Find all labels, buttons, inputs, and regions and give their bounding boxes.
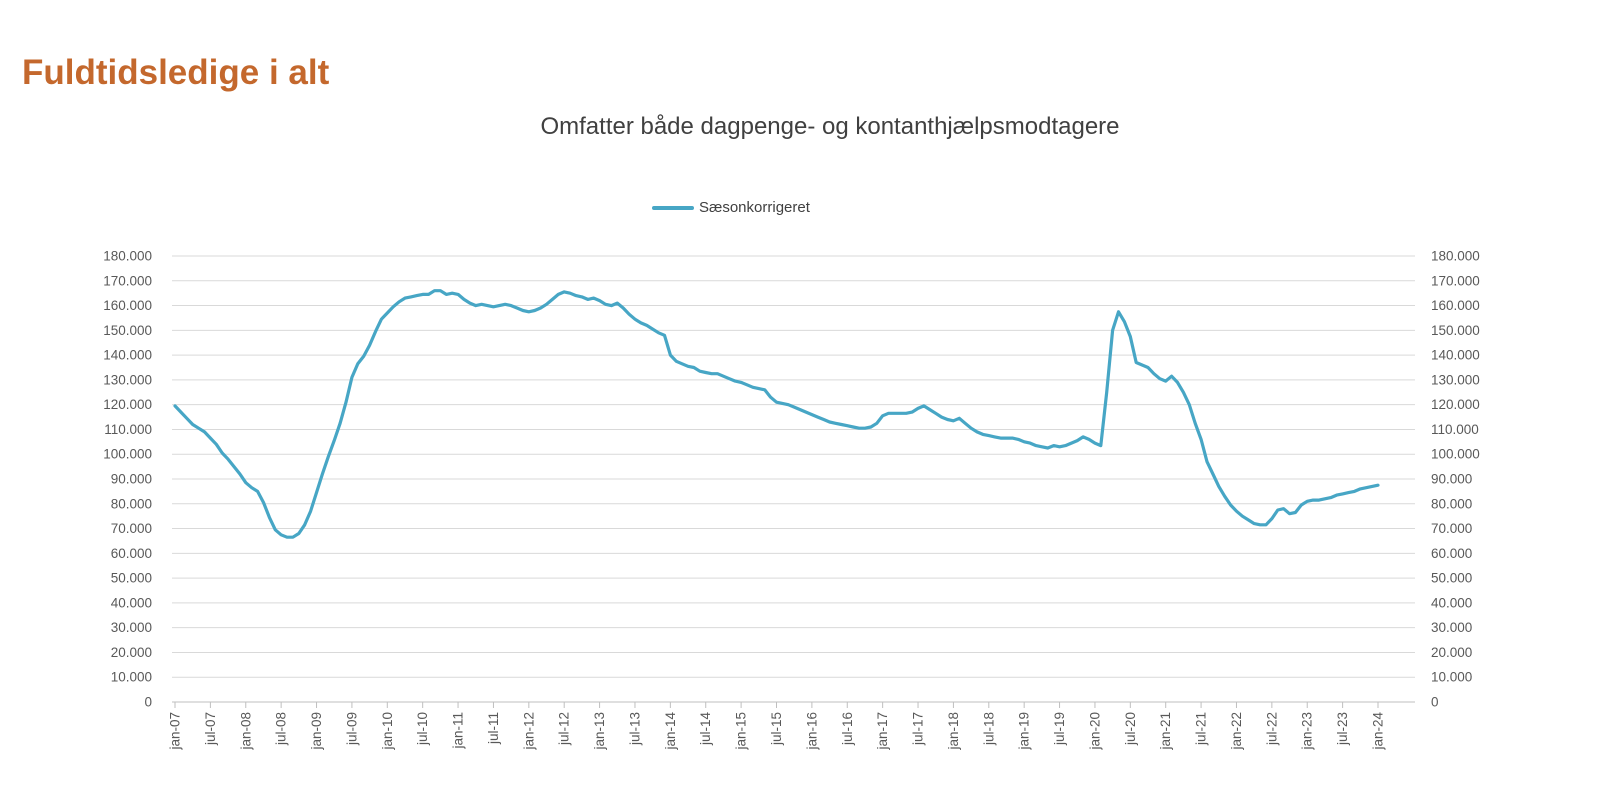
y-axis-tick-label-right: 80.000 (1431, 496, 1472, 511)
y-axis-tick-label-right: 140.000 (1431, 348, 1480, 363)
y-axis-tick-label-right: 40.000 (1431, 595, 1472, 610)
y-axis-tick-label-right: 60.000 (1431, 546, 1472, 561)
x-axis-tick-label: jan-07 (168, 712, 183, 751)
y-axis-tick-label-right: 180.000 (1431, 249, 1480, 264)
x-axis-tick-label: jul-11 (486, 712, 501, 745)
x-axis-tick-label: jan-22 (1229, 712, 1244, 751)
y-axis-tick-label-left: 20.000 (111, 645, 152, 660)
x-axis-tick-label: jul-16 (840, 712, 855, 746)
y-axis-tick-label-right: 120.000 (1431, 397, 1480, 412)
x-axis-tick-label: jan-17 (875, 712, 890, 751)
y-axis-tick-label-right: 170.000 (1431, 273, 1480, 288)
y-axis-tick-label-right: 10.000 (1431, 670, 1472, 685)
y-axis-tick-label-left: 180.000 (103, 249, 152, 264)
x-axis-tick-label: jul-22 (1264, 712, 1279, 746)
x-axis-tick-label: jul-08 (274, 712, 289, 746)
y-axis-tick-label-right: 90.000 (1431, 472, 1472, 487)
y-axis-tick-label-left: 70.000 (111, 521, 152, 536)
y-axis-tick-label-left: 50.000 (111, 571, 152, 586)
y-axis-tick-label-right: 130.000 (1431, 372, 1480, 387)
y-axis-tick-label-left: 150.000 (103, 323, 152, 338)
y-axis-tick-label-left: 60.000 (111, 546, 152, 561)
y-axis-tick-label-left: 130.000 (103, 372, 152, 387)
y-axis-tick-label-left: 110.000 (104, 422, 152, 437)
y-axis-tick-label-right: 110.000 (1431, 422, 1479, 437)
x-axis-tick-label: jan-18 (946, 712, 961, 751)
x-axis-tick-label: jul-23 (1335, 712, 1350, 746)
x-axis-tick-label: jan-13 (592, 712, 607, 751)
y-axis-tick-label-right: 100.000 (1431, 447, 1480, 462)
x-axis-tick-label: jul-18 (981, 712, 996, 746)
y-axis-tick-label-right: 30.000 (1431, 620, 1472, 635)
x-axis-tick-label: jan-11 (451, 712, 466, 750)
x-axis-tick-label: jul-13 (627, 712, 642, 746)
x-axis-tick-label: jul-14 (698, 712, 713, 747)
series-line-saesonkorrigeret (173, 289, 1380, 539)
y-axis-tick-label-right: 70.000 (1431, 521, 1472, 536)
x-axis-tick-label: jan-24 (1371, 712, 1386, 751)
x-axis-tick-label: jan-08 (238, 712, 253, 751)
x-axis-tick-label: jul-10 (415, 712, 430, 746)
x-axis-tick-label: jul-15 (769, 712, 784, 746)
x-axis-tick-label: jan-21 (1158, 712, 1173, 751)
page-title: Fuldtidsledige i alt (22, 53, 330, 93)
x-axis-tick-label: jan-12 (521, 712, 536, 751)
y-axis-tick-label-left: 30.000 (111, 620, 152, 635)
x-axis-tick-label: jan-09 (309, 712, 324, 751)
x-axis-tick-label: jan-16 (804, 712, 819, 751)
y-axis-tick-label-left: 10.000 (111, 670, 152, 685)
y-axis-tick-label-left: 0 (144, 695, 152, 710)
y-axis-tick-label-left: 120.000 (103, 397, 152, 412)
y-axis-tick-label-left: 160.000 (103, 298, 152, 313)
x-axis-tick-label: jul-12 (557, 712, 572, 746)
x-axis-tick-label: jul-09 (344, 712, 359, 746)
y-axis-tick-label-left: 80.000 (111, 496, 152, 511)
y-axis-tick-label-right: 160.000 (1431, 298, 1480, 313)
legend-series-swatch (652, 205, 694, 210)
y-axis-tick-label-right: 0 (1431, 695, 1439, 710)
x-axis-tick-label: jul-19 (1052, 712, 1067, 746)
y-axis-tick-label-right: 50.000 (1431, 571, 1472, 586)
x-axis-tick-label: jan-10 (380, 712, 395, 751)
x-axis-tick-label: jan-15 (734, 712, 749, 751)
x-axis-tick-label: jul-17 (911, 712, 926, 746)
x-axis-tick-label: jan-23 (1300, 712, 1315, 751)
y-axis-tick-label-right: 150.000 (1431, 323, 1480, 338)
legend-series-label: Sæsonkorrigeret (699, 199, 810, 216)
chart-subtitle: Omfatter både dagpenge- og kontanthjælps… (540, 113, 1120, 140)
x-axis-tick-label: jul-21 (1194, 712, 1209, 746)
y-axis-tick-label-right: 20.000 (1431, 645, 1472, 660)
y-axis-tick-label-left: 40.000 (111, 595, 152, 610)
x-axis-tick-label: jan-14 (663, 712, 678, 751)
x-axis-tick-label: jul-07 (203, 712, 218, 746)
y-axis-tick-label-left: 100.000 (103, 447, 152, 462)
y-axis-tick-label-left: 140.000 (103, 348, 152, 363)
x-axis-tick-label: jan-20 (1087, 712, 1102, 751)
legend: Sæsonkorrigeret (652, 199, 810, 216)
x-axis-tick-label: jul-20 (1123, 712, 1138, 746)
y-axis-tick-label-left: 170.000 (103, 273, 152, 288)
y-axis-tick-label-left: 90.000 (111, 472, 152, 487)
x-axis-tick-label: jan-19 (1017, 712, 1032, 751)
